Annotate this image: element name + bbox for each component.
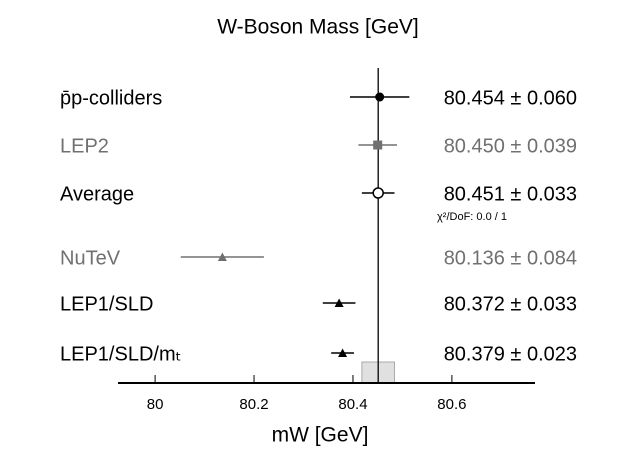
marker: [334, 298, 344, 307]
annotation: χ²/DoF: 0.0 / 1: [437, 211, 507, 223]
value-label: 80.136 ± 0.084: [444, 247, 577, 269]
x-tick-label: 80.2: [239, 396, 268, 413]
value-label: 80.450 ± 0.039: [444, 135, 577, 157]
value-label: 80.372 ± 0.033: [444, 293, 577, 315]
value-label: 80.379 ± 0.023: [444, 343, 577, 365]
row-label: LEP1/SLD/mₜ: [60, 343, 182, 365]
row-label: LEP2: [60, 135, 109, 157]
row-label: Average: [60, 183, 134, 205]
chart-title: W-Boson Mass [GeV]: [217, 16, 419, 39]
marker: [373, 140, 383, 150]
value-label: 80.454 ± 0.060: [444, 87, 577, 109]
marker: [217, 252, 227, 261]
row-label: LEP1/SLD: [60, 293, 153, 315]
row-label: p̄p-colliders: [60, 87, 162, 109]
marker: [338, 348, 348, 357]
x-tick-label: 80.6: [437, 396, 466, 413]
marker: [375, 92, 385, 102]
marker: [372, 187, 384, 199]
x-tick-label: 80.4: [338, 396, 367, 413]
x-axis-label: mW [GeV]: [272, 424, 369, 447]
value-label: 80.451 ± 0.033: [444, 183, 577, 205]
x-tick-label: 80: [147, 396, 164, 413]
row-label: NuTeV: [60, 247, 121, 269]
